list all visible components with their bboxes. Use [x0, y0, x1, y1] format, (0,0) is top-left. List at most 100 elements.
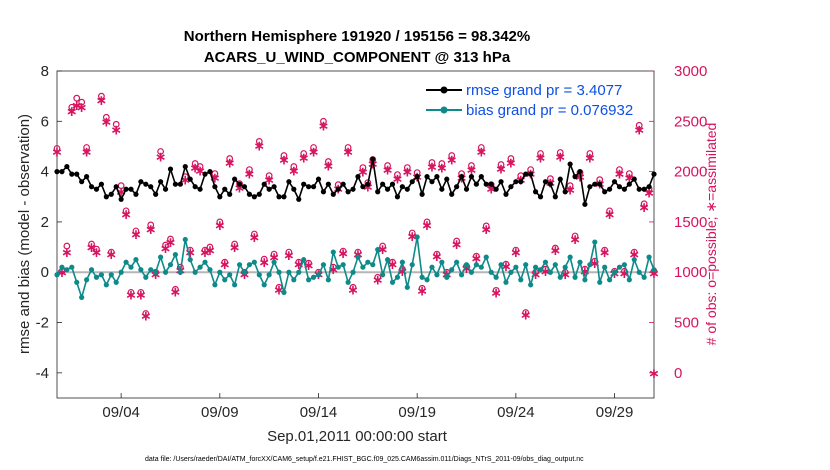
obs-assimilated-point: ∗ — [475, 144, 487, 160]
obs-assimilated-point: ∗ — [559, 267, 571, 283]
rmse-point — [261, 181, 267, 187]
rmse-point — [123, 186, 129, 192]
obs-assimilated-point: ∗ — [81, 144, 93, 160]
obs-assimilated-point: ∗ — [322, 159, 334, 175]
obs-possible-point — [221, 258, 229, 266]
obs-possible-point — [359, 164, 367, 171]
obs-possible-point — [260, 255, 268, 263]
bias-point — [532, 264, 539, 270]
obs-possible-point — [616, 166, 623, 174]
obs-possible-point — [83, 144, 91, 151]
obs-assimilated-point: ∗ — [51, 144, 63, 160]
obs-possible-point — [344, 144, 352, 151]
bias-point — [508, 269, 514, 275]
rmse-point — [488, 181, 494, 187]
bias-point — [266, 272, 272, 278]
bias-point — [79, 294, 85, 300]
obs-assimilated-point: ∗ — [604, 207, 616, 223]
obs-possible-point — [324, 158, 332, 165]
obs-possible-point — [231, 240, 239, 248]
obs-assimilated-point: ∗ — [337, 246, 349, 262]
obs-assimilated-point: ∗ — [229, 240, 241, 256]
obs-possible-point — [556, 149, 564, 156]
rmse-point — [222, 186, 228, 192]
rmse-point — [513, 179, 519, 185]
obs-assimilated-point: ∗ — [248, 230, 260, 246]
obs-assimilated-point: ∗ — [308, 144, 320, 160]
bias-point — [98, 272, 105, 278]
y-tick-label: 4 — [41, 164, 49, 181]
bias-point — [651, 267, 657, 273]
obs-assimilated-point: ∗ — [623, 171, 635, 187]
y-tick-label: 2 — [41, 214, 49, 231]
obs-possible-point — [438, 160, 446, 167]
bias-point — [582, 277, 588, 283]
obs-possible-point — [93, 245, 100, 253]
bias-point — [562, 264, 568, 270]
rmse-point — [335, 186, 341, 192]
rmse-point — [113, 184, 119, 190]
series-layer: ∗∗∗∗∗∗∗∗∗∗∗∗∗∗∗∗∗∗∗∗∗∗∗∗∗∗∗∗∗∗∗∗∗∗∗∗∗∗∗∗… — [51, 92, 660, 382]
rmse-point — [365, 181, 371, 187]
obs-assimilated-point: ∗ — [71, 98, 83, 114]
rmse-point — [562, 189, 568, 195]
bias-point — [167, 262, 174, 268]
obs-assimilated-point: ∗ — [549, 243, 561, 259]
rmse-point — [458, 174, 465, 180]
bias-point — [182, 236, 188, 243]
obs-possible-point — [640, 200, 648, 208]
rmse-point — [79, 179, 85, 185]
rmse-point — [626, 181, 632, 187]
bias-point — [488, 269, 494, 275]
bias-point — [315, 272, 322, 278]
bias-point — [222, 277, 228, 283]
bias-point — [592, 239, 598, 245]
obs-possible-point — [88, 240, 95, 248]
bias-point — [587, 262, 593, 268]
bias-point — [616, 264, 623, 270]
rmse-point — [88, 184, 95, 190]
obs-possible-point — [349, 283, 357, 291]
y-right-tick-label: 0 — [674, 365, 682, 382]
rmse-point — [98, 181, 105, 187]
bias-point — [207, 267, 213, 273]
rmse-point — [177, 181, 183, 187]
chart-title: Northern Hemisphere 191920 / 195156 = 98… — [184, 28, 530, 45]
rmse-point — [217, 194, 223, 200]
rmse-point — [449, 191, 455, 197]
legend-bias-label: bias grand pr = 0.076932 — [466, 102, 633, 119]
obs-possible-point — [201, 246, 209, 254]
obs-assimilated-point: ∗ — [633, 122, 645, 138]
bias-point — [478, 264, 484, 270]
obs-assimilated-point: ∗ — [397, 264, 409, 280]
rmse-point — [202, 171, 208, 177]
rmse-point — [286, 179, 292, 185]
obs-assimilated-point: ∗ — [471, 251, 483, 267]
bias-point — [513, 264, 519, 270]
bias-point — [483, 254, 489, 260]
obs-assimilated-point: ∗ — [564, 183, 576, 199]
rmse-point — [606, 186, 613, 192]
bias-point — [113, 279, 119, 285]
bias-point — [241, 269, 248, 275]
legend-bias-marker — [440, 106, 448, 114]
obs-assimilated-point: ∗ — [244, 167, 256, 183]
bias-point — [227, 272, 233, 278]
bias-point — [187, 257, 193, 263]
obs-possible-point — [517, 172, 525, 180]
rmse-point — [207, 169, 213, 175]
bias-point — [434, 272, 440, 278]
obs-possible-point — [122, 207, 130, 215]
rmse-point — [409, 179, 415, 185]
obs-assimilated-point: ∗ — [303, 258, 315, 274]
bias-point — [296, 269, 302, 275]
bias-point — [128, 264, 134, 270]
bias-point — [547, 269, 553, 275]
rmse-point — [330, 191, 336, 197]
obs-possible-point — [428, 159, 436, 166]
y-right-tick-label: 2500 — [674, 113, 707, 130]
obs-assimilated-point: ∗ — [619, 266, 631, 282]
obs-assimilated-point: ∗ — [406, 229, 418, 245]
obs-assimilated-point: ∗ — [219, 257, 231, 273]
bias-point — [380, 272, 386, 278]
